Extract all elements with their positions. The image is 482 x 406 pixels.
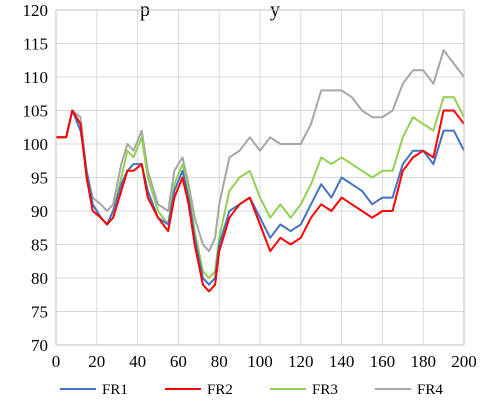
y-tick-label: 100 [23, 135, 49, 154]
y-tick-label: 115 [23, 35, 48, 54]
x-tick-label: 80 [211, 352, 228, 371]
y-tick-label: 75 [31, 303, 48, 322]
series-line-fr4 [56, 49, 465, 253]
y-tick-label: 80 [31, 269, 48, 288]
series-line-fr2 [56, 109, 465, 293]
legend-label-fr3: FR3 [312, 382, 338, 398]
y-tick-label: 95 [31, 169, 48, 188]
y-tick-label: 120 [23, 1, 49, 20]
y-tick-label: 85 [31, 236, 48, 255]
x-tick-label: 120 [288, 352, 314, 371]
y-tick-label: 90 [31, 202, 48, 221]
x-tick-label: 20 [88, 352, 105, 371]
y-tick-label: 70 [31, 336, 48, 355]
x-tick-label: 40 [129, 352, 146, 371]
plot-area-border [55, 9, 465, 346]
legend-label-fr4: FR4 [417, 382, 443, 398]
x-tick-label: 160 [370, 352, 396, 371]
x-tick-label: 0 [52, 352, 61, 371]
x-tick-label: 140 [329, 352, 355, 371]
x-tick-label: 100 [247, 352, 273, 371]
series-line-fr1 [56, 109, 465, 286]
x-tick-label: 200 [451, 352, 477, 371]
x-tick-label: 60 [170, 352, 187, 371]
legend-label-fr1: FR1 [102, 382, 128, 398]
x-tick-label: 180 [410, 352, 436, 371]
legend-label-fr2: FR2 [207, 382, 233, 398]
y-tick-label: 110 [23, 68, 48, 87]
y-tick-label: 105 [23, 102, 49, 121]
